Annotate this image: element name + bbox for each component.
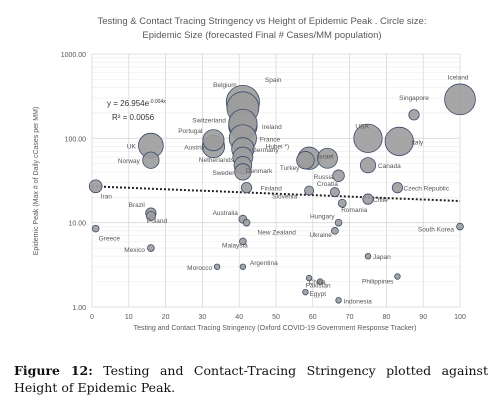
y-axis-label: Epidemic Peak (Max # of Daily cCases per… bbox=[33, 107, 40, 256]
data-point bbox=[336, 298, 342, 304]
data-point bbox=[331, 227, 338, 234]
trend-r2: R² = 0.0056 bbox=[112, 113, 155, 122]
point-label: Ireland bbox=[262, 124, 282, 131]
x-tick-label: 40 bbox=[235, 314, 243, 321]
point-label: Japan bbox=[373, 254, 391, 261]
point-label: Morocco bbox=[187, 265, 212, 272]
data-point bbox=[243, 219, 250, 226]
point-label: Iran bbox=[101, 193, 113, 200]
y-tick-label: 10.00 bbox=[68, 221, 86, 228]
chart-title: Testing & Contact Tracing Stringency vs … bbox=[98, 16, 427, 27]
x-tick-label: 80 bbox=[383, 314, 391, 321]
data-point bbox=[89, 180, 102, 193]
x-tick-label: 10 bbox=[125, 314, 133, 321]
y-tick-label: 1.00 bbox=[72, 305, 86, 312]
x-tick-label: 90 bbox=[419, 314, 427, 321]
data-point bbox=[203, 130, 224, 151]
x-axis-label: Testing and Contact Tracing Stringency (… bbox=[134, 325, 417, 332]
point-label: Poland bbox=[147, 218, 168, 225]
x-tick-label: 0 bbox=[90, 314, 94, 321]
point-label: Argentina bbox=[250, 260, 278, 267]
point-label: Finland bbox=[261, 186, 283, 193]
point-label: Ukraine bbox=[309, 232, 332, 239]
point-label: Austria bbox=[184, 145, 205, 152]
data-point bbox=[303, 289, 309, 295]
point-label: Egypt bbox=[309, 291, 326, 298]
data-point bbox=[445, 84, 476, 115]
data-point bbox=[392, 182, 402, 192]
point-label: China bbox=[309, 279, 326, 286]
point-label: USA bbox=[355, 123, 369, 130]
chart-subtitle: Epidemic Size (forecasted Final # Cases/… bbox=[142, 30, 381, 41]
point-label: Italy bbox=[411, 139, 424, 146]
data-point bbox=[330, 188, 339, 197]
data-point bbox=[338, 199, 346, 207]
point-label: Sweden bbox=[212, 170, 236, 177]
point-label: Israel bbox=[318, 153, 334, 160]
point-label: Germany bbox=[252, 147, 279, 154]
point-label: Canada bbox=[378, 163, 401, 170]
y-tick-label: 100.00 bbox=[65, 136, 87, 143]
point-label: Turkey bbox=[280, 165, 300, 172]
point-label: South Korea bbox=[418, 227, 455, 234]
x-tick-label: 60 bbox=[309, 314, 317, 321]
point-label: Mexico bbox=[124, 247, 145, 254]
trend-equation-base: y = 26.954e bbox=[107, 99, 150, 108]
data-point bbox=[335, 219, 342, 226]
data-point bbox=[395, 274, 401, 280]
point-label: Spain bbox=[265, 77, 282, 84]
data-point bbox=[147, 245, 154, 252]
data-point bbox=[214, 264, 220, 270]
point-label: Malaysia bbox=[222, 242, 248, 249]
point-label: Norway bbox=[118, 158, 141, 165]
point-label: Chile bbox=[373, 197, 388, 204]
point-label: Iceland bbox=[448, 74, 469, 81]
point-label: Denmark bbox=[246, 168, 273, 175]
data-point bbox=[333, 170, 345, 182]
data-point bbox=[241, 182, 251, 192]
point-label: Indonesia bbox=[344, 298, 373, 305]
figure-caption-label: Figure 12: bbox=[14, 363, 93, 378]
point-label: Hungary bbox=[310, 214, 335, 221]
point-label: Romania bbox=[341, 207, 367, 214]
point-label: Belgium bbox=[213, 82, 236, 89]
point-label: Australia bbox=[213, 210, 239, 217]
point-label: France bbox=[260, 136, 281, 143]
point-label: Greece bbox=[99, 236, 121, 243]
x-tick-label: 70 bbox=[346, 314, 354, 321]
data-point bbox=[92, 225, 99, 232]
data-point bbox=[385, 127, 413, 155]
point-label: Portugal bbox=[178, 128, 203, 135]
x-tick-label: 20 bbox=[162, 314, 170, 321]
y-tick-label: 1000.00 bbox=[61, 52, 86, 59]
point-label: Singapore bbox=[399, 95, 429, 102]
point-label: Brazil bbox=[129, 202, 146, 209]
data-point bbox=[365, 253, 371, 259]
figure-caption: Figure 12: Testing and Contact-Tracing S… bbox=[14, 362, 488, 396]
scatter-chart: Testing & Contact Tracing Stringency vs … bbox=[0, 0, 497, 350]
point-label: Switzerland bbox=[192, 117, 226, 124]
point-label: New Zealand bbox=[258, 230, 297, 237]
data-point bbox=[360, 158, 375, 173]
data-point bbox=[240, 264, 246, 270]
x-tick-label: 100 bbox=[454, 314, 466, 321]
point-label: Croatia bbox=[317, 181, 338, 188]
point-label: Czech Republic bbox=[403, 186, 449, 193]
data-point bbox=[409, 110, 419, 120]
trend-equation-exponent: -0.004x bbox=[149, 99, 166, 105]
point-label: Russia bbox=[314, 174, 334, 181]
data-point bbox=[363, 194, 373, 204]
data-point bbox=[143, 152, 159, 168]
data-point bbox=[457, 223, 464, 230]
x-tick-label: 30 bbox=[199, 314, 207, 321]
point-label: Philippines bbox=[362, 278, 394, 285]
x-tick-label: 50 bbox=[272, 314, 280, 321]
point-label: UK bbox=[127, 144, 137, 151]
point-label: Netherlands bbox=[199, 157, 235, 164]
chart-container: Testing & Contact Tracing Stringency vs … bbox=[0, 0, 497, 350]
data-point bbox=[305, 186, 314, 195]
point-label: Slovenia bbox=[272, 194, 297, 201]
